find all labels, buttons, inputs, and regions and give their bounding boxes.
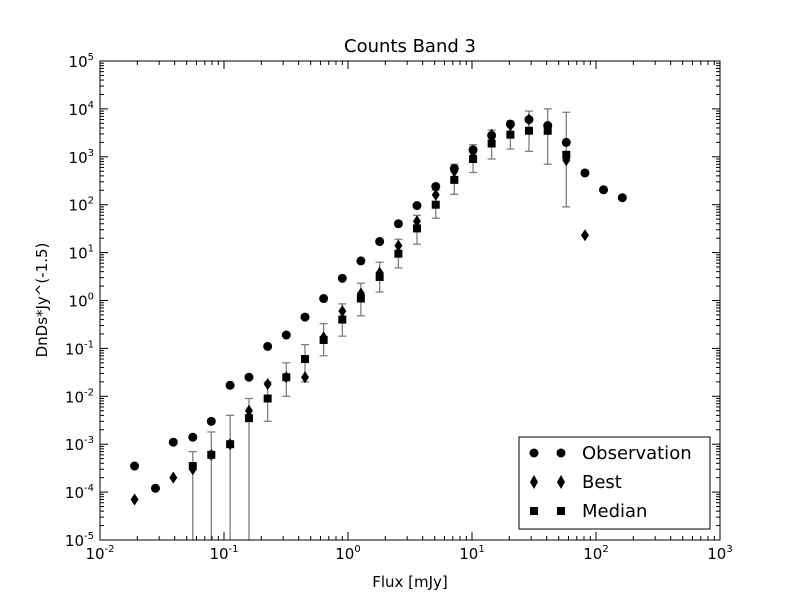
legend-item-median: Median — [530, 501, 647, 522]
best-point — [263, 378, 272, 391]
observation-point — [412, 201, 422, 211]
median-point — [319, 335, 328, 344]
best-point — [130, 493, 139, 506]
best-point — [300, 371, 309, 384]
observation-point — [206, 416, 216, 426]
observation-point — [599, 185, 609, 195]
y-tick-label: 100 — [69, 292, 94, 311]
x-tick-label: 101 — [459, 544, 484, 563]
observation-point — [150, 483, 160, 493]
observation-point — [431, 181, 441, 191]
legend-label-best: Best — [582, 472, 622, 493]
chart-title: Counts Band 3 — [344, 36, 476, 57]
median-point — [524, 126, 533, 135]
observation-point — [188, 432, 198, 442]
median-point — [226, 440, 235, 449]
legend-marker-median — [557, 507, 565, 515]
observation-point — [375, 237, 385, 247]
best-point — [487, 128, 496, 141]
median-point — [487, 139, 496, 148]
y-tick-label: 103 — [69, 148, 94, 167]
plot-area — [130, 108, 627, 540]
y-tick-label: 10-4 — [65, 483, 94, 502]
observation-point — [263, 341, 273, 351]
median-point — [394, 249, 403, 258]
y-tick-label: 105 — [69, 52, 94, 71]
legend: Observation Best Median — [518, 436, 711, 530]
x-tick-label: 103 — [707, 544, 732, 563]
observation-point — [300, 312, 310, 322]
legend-marker-observation — [556, 448, 566, 458]
median-point — [431, 200, 440, 209]
legend-marker-median — [530, 507, 538, 515]
legend-marker-best — [530, 475, 538, 489]
best-point — [394, 239, 403, 252]
legend-box — [518, 436, 711, 530]
y-tick-label: 101 — [69, 244, 94, 263]
best-point — [524, 113, 533, 126]
median-point — [375, 272, 384, 281]
x-tick-label: 10-1 — [209, 544, 238, 563]
plot-frame — [99, 60, 721, 541]
legend-item-observation: Observation — [529, 443, 692, 464]
y-tick-label: 10-2 — [65, 387, 94, 406]
legend-label-median: Median — [582, 501, 647, 522]
y-axis-label: DnDs*Jy^(-1.5) — [33, 243, 51, 358]
median-point — [282, 373, 291, 382]
median-point — [300, 355, 309, 364]
best-point — [580, 229, 589, 242]
best-point — [506, 119, 515, 132]
median-point — [506, 130, 515, 139]
y-tick-label: 10-1 — [65, 339, 94, 358]
median-point — [338, 315, 347, 324]
observation-point — [281, 330, 291, 340]
median-point — [263, 394, 272, 403]
median-point — [207, 450, 216, 459]
legend-marker-observation — [529, 448, 539, 458]
median-point — [450, 175, 459, 184]
median-point — [244, 414, 253, 423]
observation-point — [130, 461, 140, 471]
observation-point — [561, 137, 571, 147]
legend-item-best: Best — [530, 472, 622, 493]
observation-point — [225, 380, 235, 390]
best-point — [431, 188, 440, 201]
y-tick-label: 104 — [69, 100, 94, 119]
observation-point — [617, 193, 627, 203]
observation-point — [244, 372, 254, 382]
median-point — [188, 462, 197, 471]
x-tick-label: 102 — [583, 544, 608, 563]
legend-marker-best — [557, 475, 565, 489]
x-tick-label: 10-2 — [85, 544, 114, 563]
median-point — [469, 154, 478, 163]
median-point — [356, 294, 365, 303]
y-tick-label: 10-3 — [65, 435, 94, 454]
observation-point — [337, 273, 347, 283]
x-tick-label: 100 — [335, 544, 360, 563]
best-point — [412, 215, 421, 228]
best-point — [169, 471, 178, 484]
median-point — [543, 126, 552, 135]
observation-point — [580, 168, 590, 178]
observation-point — [356, 256, 366, 266]
median-point — [412, 224, 421, 233]
legend-label-observation: Observation — [582, 443, 692, 464]
observation-point — [319, 294, 329, 304]
observation-point — [393, 219, 403, 229]
x-axis-label: Flux [mJy] — [372, 573, 448, 591]
best-point — [244, 404, 253, 417]
best-point — [450, 165, 459, 178]
y-tick-label: 102 — [69, 196, 94, 215]
y-tick-label: 10-5 — [65, 531, 94, 550]
observation-point — [168, 437, 178, 447]
best-point — [338, 305, 347, 318]
median-point — [562, 150, 571, 159]
